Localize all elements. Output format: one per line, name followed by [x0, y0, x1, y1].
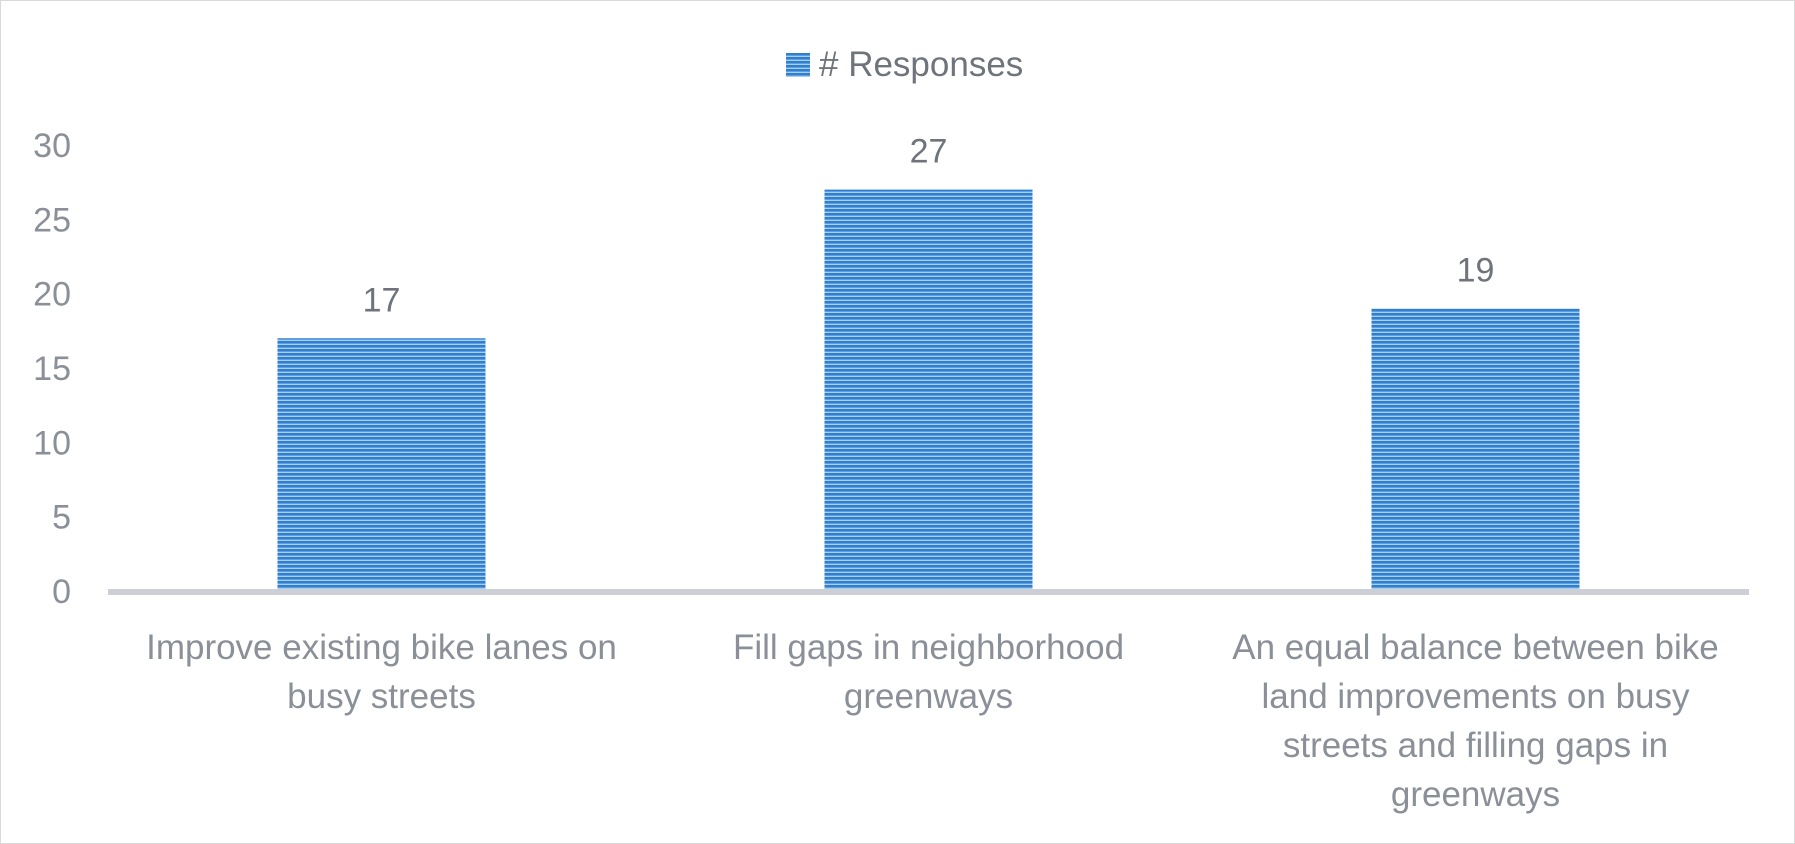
- bar: [277, 338, 486, 591]
- bar-value-label: 17: [363, 281, 401, 319]
- x-category-label: An equal balance between bike: [1232, 628, 1718, 667]
- legend: # Responses: [786, 45, 1023, 84]
- x-category-label: Improve existing bike lanes on: [146, 628, 617, 667]
- y-tick-label: 20: [33, 276, 71, 314]
- y-tick-label: 0: [52, 573, 71, 611]
- x-category-label: Fill gaps in neighborhood: [733, 628, 1124, 667]
- bar: [824, 189, 1033, 591]
- bar-value-label: 19: [1457, 252, 1495, 290]
- bar: [1371, 308, 1580, 591]
- x-category-label: busy streets: [287, 677, 476, 716]
- y-tick-label: 15: [33, 350, 71, 388]
- x-category-label: greenways: [844, 677, 1013, 716]
- x-category-label: land improvements on busy: [1262, 677, 1690, 716]
- y-tick-label: 5: [52, 499, 71, 537]
- y-tick-label: 10: [33, 424, 71, 462]
- x-axis-labels: Improve existing bike lanes on busy stree…: [146, 628, 1719, 814]
- x-category-label: streets and filling gaps in: [1283, 726, 1668, 765]
- x-category-label: greenways: [1391, 775, 1560, 814]
- legend-label: # Responses: [819, 45, 1023, 84]
- bars: 17 27 19: [277, 133, 1580, 591]
- y-axis: 0 5 10 15 20 25 30: [33, 127, 71, 611]
- y-tick-label: 30: [33, 127, 71, 165]
- legend-swatch: [786, 53, 810, 77]
- bar-value-label: 27: [910, 133, 948, 171]
- y-tick-label: 25: [33, 201, 71, 239]
